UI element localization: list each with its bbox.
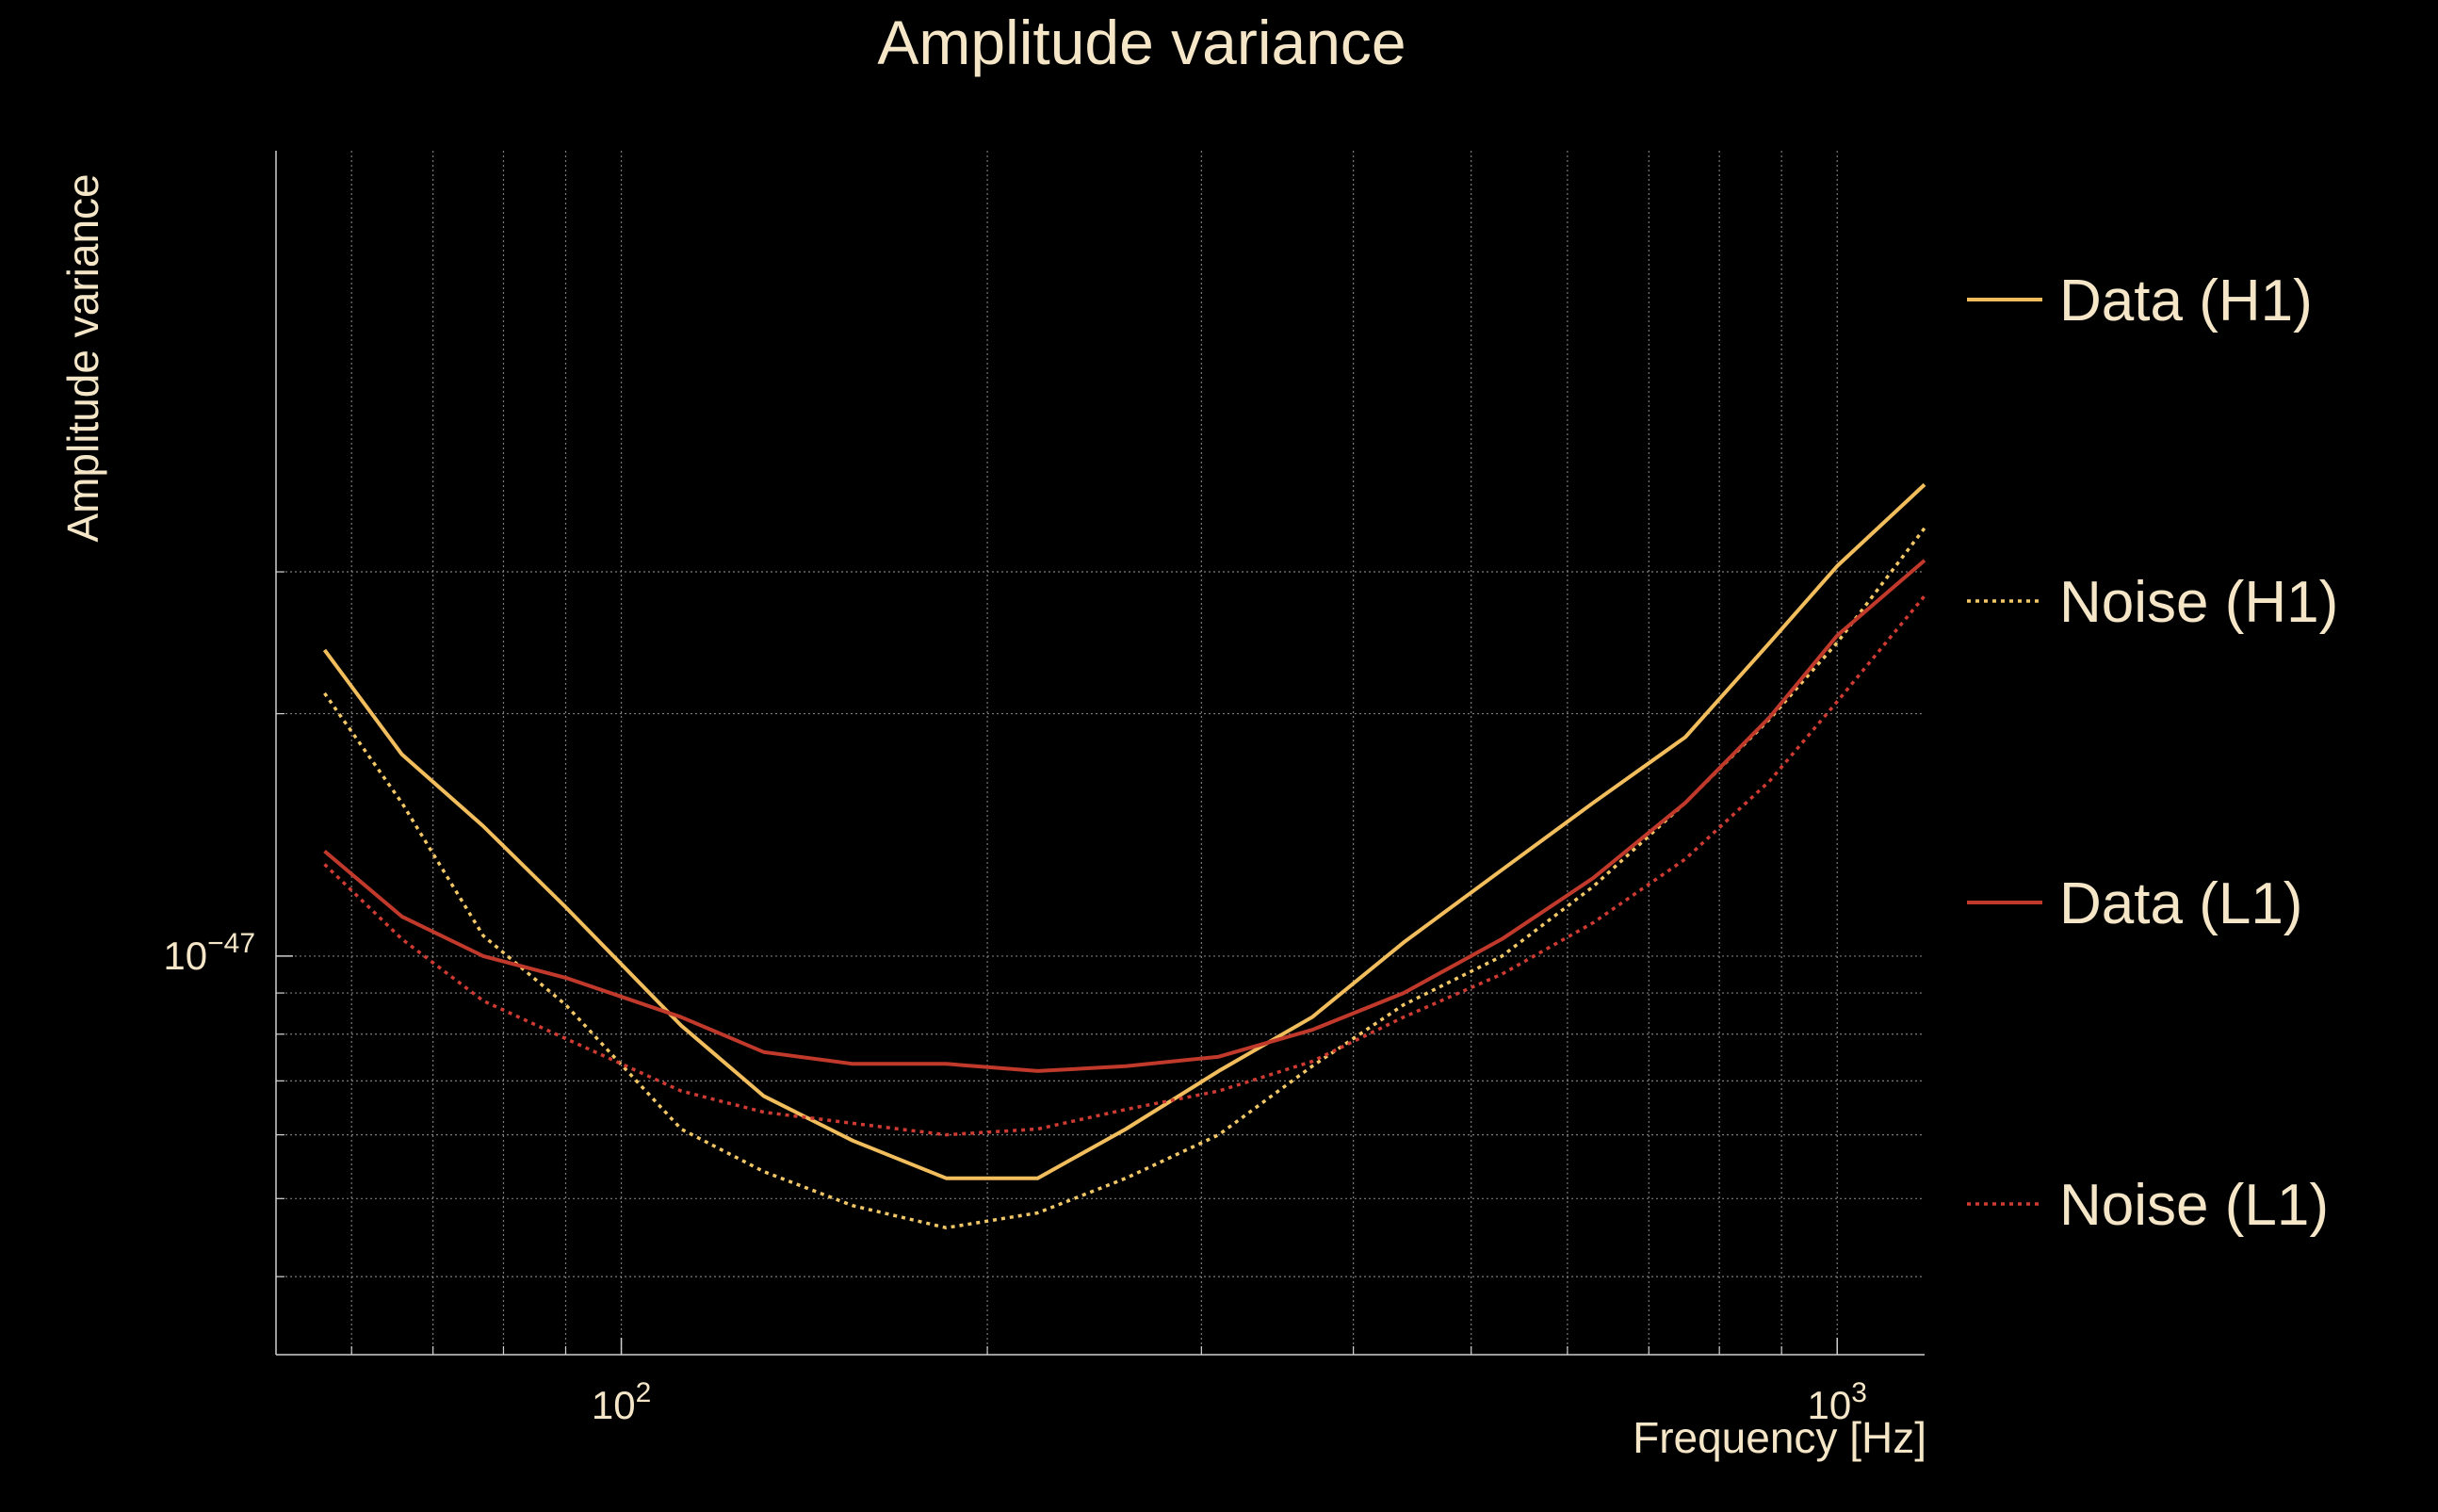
legend-label-noise-h1: Noise (H1) [2059, 570, 2338, 635]
legend: Data (H1) Noise (H1) Data (L1) Noise (L1) [1967, 268, 2338, 1238]
y-axis-label: Amplitude variance [58, 173, 107, 542]
tick-labels: 102 103 10−47 [163, 928, 1867, 1427]
legend-label-data-l1: Data (L1) [2059, 871, 2302, 936]
x-tick-label: 102 [592, 1377, 651, 1427]
x-tick-label: 103 [1808, 1377, 1867, 1427]
y-tick-label: 10−47 [163, 928, 255, 978]
axes [275, 151, 1925, 1356]
series-line-data-l1 [323, 559, 1926, 1073]
series-line-noise-l1 [323, 594, 1926, 1137]
grid-lines [276, 151, 1925, 1355]
series-line-data-h1 [322, 482, 1926, 1180]
legend-label-data-h1: Data (H1) [2059, 268, 2313, 333]
x-axis-label: Frequency [Hz] [1633, 1413, 1926, 1462]
series-lines [322, 482, 1926, 1230]
legend-label-noise-l1: Noise (L1) [2059, 1173, 2329, 1238]
chart-title: Amplitude variance [877, 8, 1406, 77]
